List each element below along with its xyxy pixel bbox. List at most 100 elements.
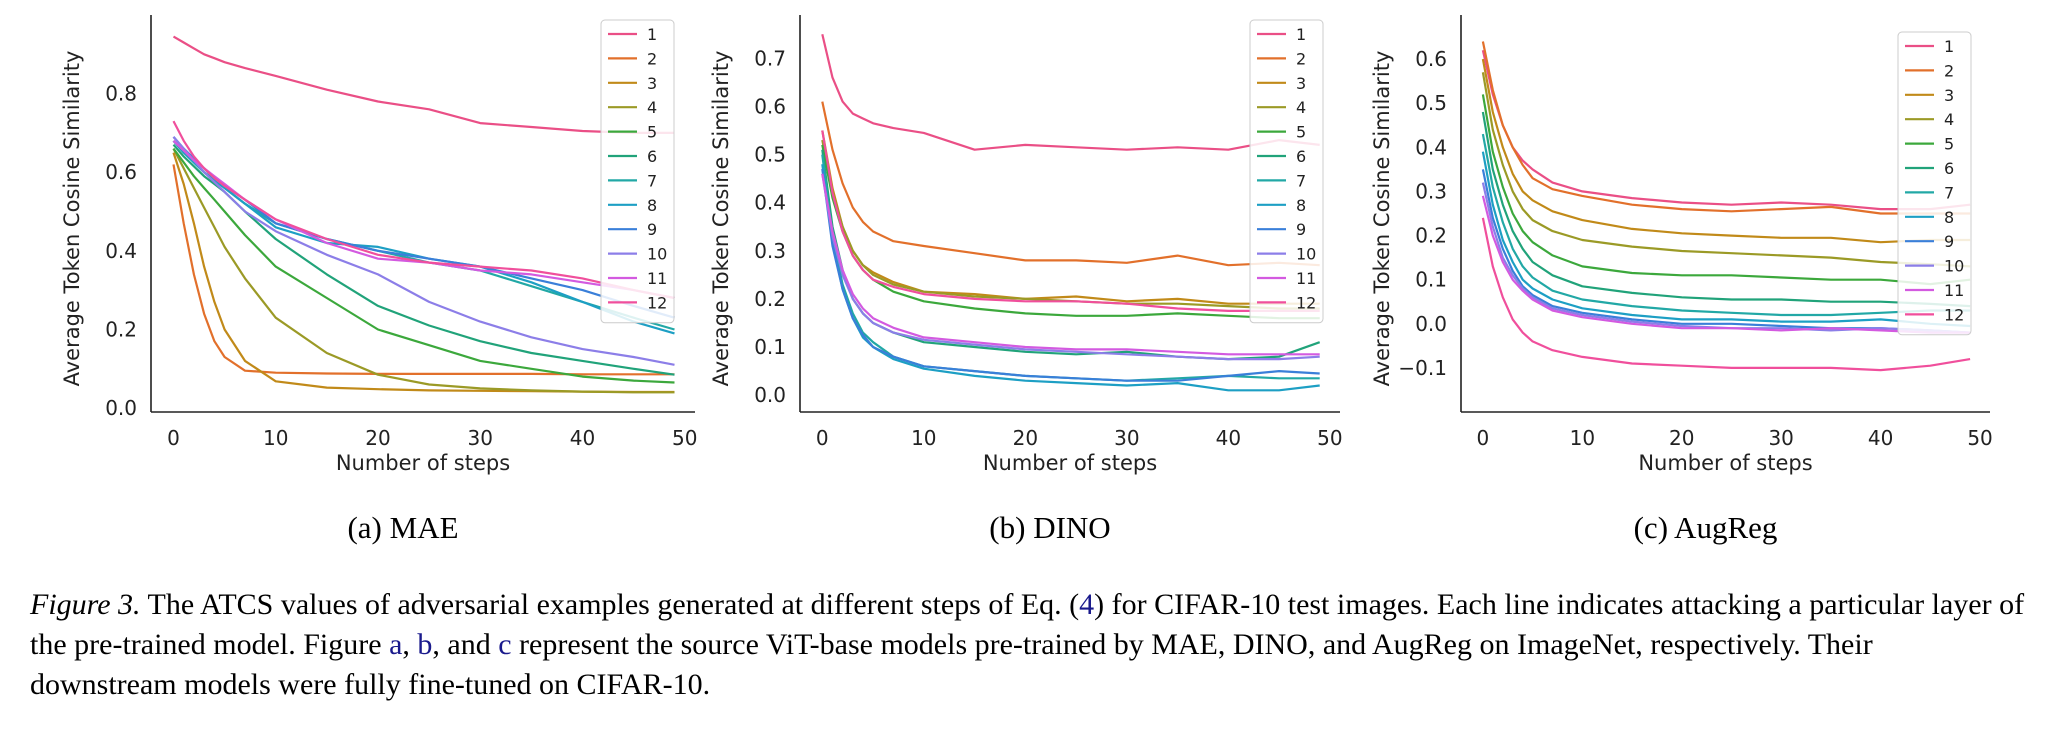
panel-mae: 0 10 20 30 40 50 0.0 0.2 0.4 0.6 0.8 Number of step… <box>60 15 698 545</box>
augreg-xtick-label: 30 <box>1768 426 1793 450</box>
mae-legend-label: 1 <box>647 25 657 44</box>
augreg-legend-label: 3 <box>1944 86 1954 105</box>
dino-series-1-line <box>821 33 1320 151</box>
mae-legend-label: 2 <box>647 49 657 68</box>
mae-series-12-line <box>172 120 675 300</box>
mae-series-3-line <box>172 152 675 394</box>
augreg-ytick-label: 0.2 <box>1415 224 1447 248</box>
augreg-series-5-line <box>1481 94 1971 286</box>
panel-dino: 0 10 20 30 40 50 0.0 0.1 0.2 0.3 0.4 0.5 0.6 0.7 Numbe… <box>709 15 1343 545</box>
caption-ref-a[interactable]: a <box>389 628 403 661</box>
dino-series-10-line <box>821 173 1320 361</box>
mae-xtick-label: 30 <box>468 426 493 450</box>
augreg-legend-label: 2 <box>1944 61 1954 80</box>
dino-legend-label: 5 <box>1296 123 1306 142</box>
augreg-xlabel: Number of steps <box>1638 451 1812 475</box>
dino-legend-label: 3 <box>1296 74 1306 93</box>
caption-text-3: represent the source ViT-base models pre… <box>30 628 1873 701</box>
mae-legend <box>600 19 675 324</box>
augreg-legend-label: 4 <box>1944 110 1954 129</box>
mae-ytick-label: 0.0 <box>105 396 137 420</box>
mae-xtick-label: 20 <box>365 426 390 450</box>
augreg-legend-label: 12 <box>1944 305 1964 324</box>
mae-legend-label: 4 <box>647 98 657 117</box>
dino-series-8-line <box>821 164 1320 392</box>
caption-ref-c[interactable]: c <box>498 628 512 661</box>
mae-series-1-line <box>172 35 675 134</box>
mae-xtick-label: 10 <box>263 426 288 450</box>
dino-series-6-line <box>821 149 1321 361</box>
mae-legend-label: 8 <box>647 196 657 215</box>
mae-series-6-line <box>172 143 675 376</box>
mae-legend-label: 3 <box>647 74 657 93</box>
dino-ylabel: Average Token Cosine Similarity <box>709 51 733 387</box>
augreg-series-6-line <box>1481 111 1971 308</box>
augreg-series-12-line <box>1481 217 1971 372</box>
caption-text-2: ) for CIFAR-10 test images. Each line in… <box>30 588 2025 661</box>
dino-series-2-line <box>821 101 1320 267</box>
augreg-legend-label: 1 <box>1944 37 1954 56</box>
augreg-legend-label: 5 <box>1944 135 1954 154</box>
mae-legend-label: 7 <box>647 171 657 190</box>
mae-xlabel: Number of steps <box>336 451 510 475</box>
augreg-ytick-label: 0.6 <box>1415 47 1447 71</box>
mae-legend-label: 10 <box>647 245 667 264</box>
dino-series-11-line <box>821 173 1320 356</box>
dino-legend-label: 12 <box>1296 293 1316 312</box>
mae-ytick-label: 0.6 <box>105 160 137 184</box>
augreg-ytick-label: 0.1 <box>1415 268 1447 292</box>
mae-series-5-line <box>172 147 675 384</box>
augreg-series-8-line <box>1481 151 1971 328</box>
augreg-legend-label: 11 <box>1944 281 1964 300</box>
caption-eq-ref[interactable]: 4 <box>1079 588 1095 621</box>
augreg-legend-label: 8 <box>1944 208 1954 227</box>
mae-legend-label: 9 <box>647 220 657 239</box>
mae-legend-label: 5 <box>647 123 657 142</box>
caption-figure-label: Figure 3. <box>30 588 141 621</box>
dino-series-9-line <box>821 168 1320 382</box>
figure-caption: Figure 3. The ATCS values of adversarial… <box>30 585 2025 705</box>
mae-series-9-line <box>172 136 675 319</box>
dino-ytick-label: 0.4 <box>754 191 786 215</box>
augreg-ylabel: Average Token Cosine Similarity <box>1370 51 1394 387</box>
mae-ylabel: Average Token Cosine Similarity <box>60 51 84 387</box>
caption-ref-b[interactable]: b <box>417 628 433 661</box>
augreg-legend-label: 6 <box>1944 159 1954 178</box>
mae-ytick-label: 0.2 <box>105 317 137 341</box>
augreg-legend-label: 9 <box>1944 232 1954 251</box>
augreg-subcaption: (c) AugReg <box>1634 510 1778 545</box>
dino-ytick-label: 0.2 <box>754 287 786 311</box>
dino-legend-label: 9 <box>1296 220 1306 239</box>
caption-sep-1: , <box>402 628 418 661</box>
dino-ytick-label: 0.1 <box>754 335 786 359</box>
augreg-ytick-label: 0.3 <box>1415 179 1447 203</box>
dino-series-5-line <box>821 144 1320 320</box>
mae-ytick-label: 0.8 <box>105 82 137 106</box>
mae-legend-label: 6 <box>647 147 657 166</box>
augreg-legend-label: 10 <box>1944 257 1964 276</box>
dino-series-7-line <box>821 154 1320 382</box>
mae-legend-label: 12 <box>647 293 667 312</box>
mae-legend-label: 11 <box>647 269 667 288</box>
dino-legend-label: 6 <box>1296 147 1306 166</box>
augreg-xtick-label: 10 <box>1570 426 1595 450</box>
dino-legend-label: 7 <box>1296 171 1306 190</box>
dino-subcaption: (b) DINO <box>989 510 1110 545</box>
augreg-ytick-label: −0.1 <box>1398 356 1447 380</box>
dino-xtick-label: 30 <box>1114 426 1139 450</box>
caption-text-1: The ATCS values of adversarial examples … <box>140 588 1080 621</box>
dino-legend-label: 10 <box>1296 245 1316 264</box>
mae-xtick-label: 50 <box>672 426 697 450</box>
augreg-series-11-line <box>1481 195 1971 334</box>
augreg-ytick-label: 0.0 <box>1415 312 1447 336</box>
mae-series-8-line <box>172 140 675 335</box>
dino-xtick-label: 10 <box>911 426 936 450</box>
mae-series-11-line <box>172 140 675 300</box>
augreg-series-4-line <box>1481 72 1971 268</box>
augreg-series-3-line <box>1481 58 1971 244</box>
mae-series-4-line <box>172 148 675 394</box>
dino-xtick-label: 0 <box>816 426 829 450</box>
dino-ytick-label: 0.7 <box>754 46 786 70</box>
augreg-xtick-label: 50 <box>1967 426 1992 450</box>
